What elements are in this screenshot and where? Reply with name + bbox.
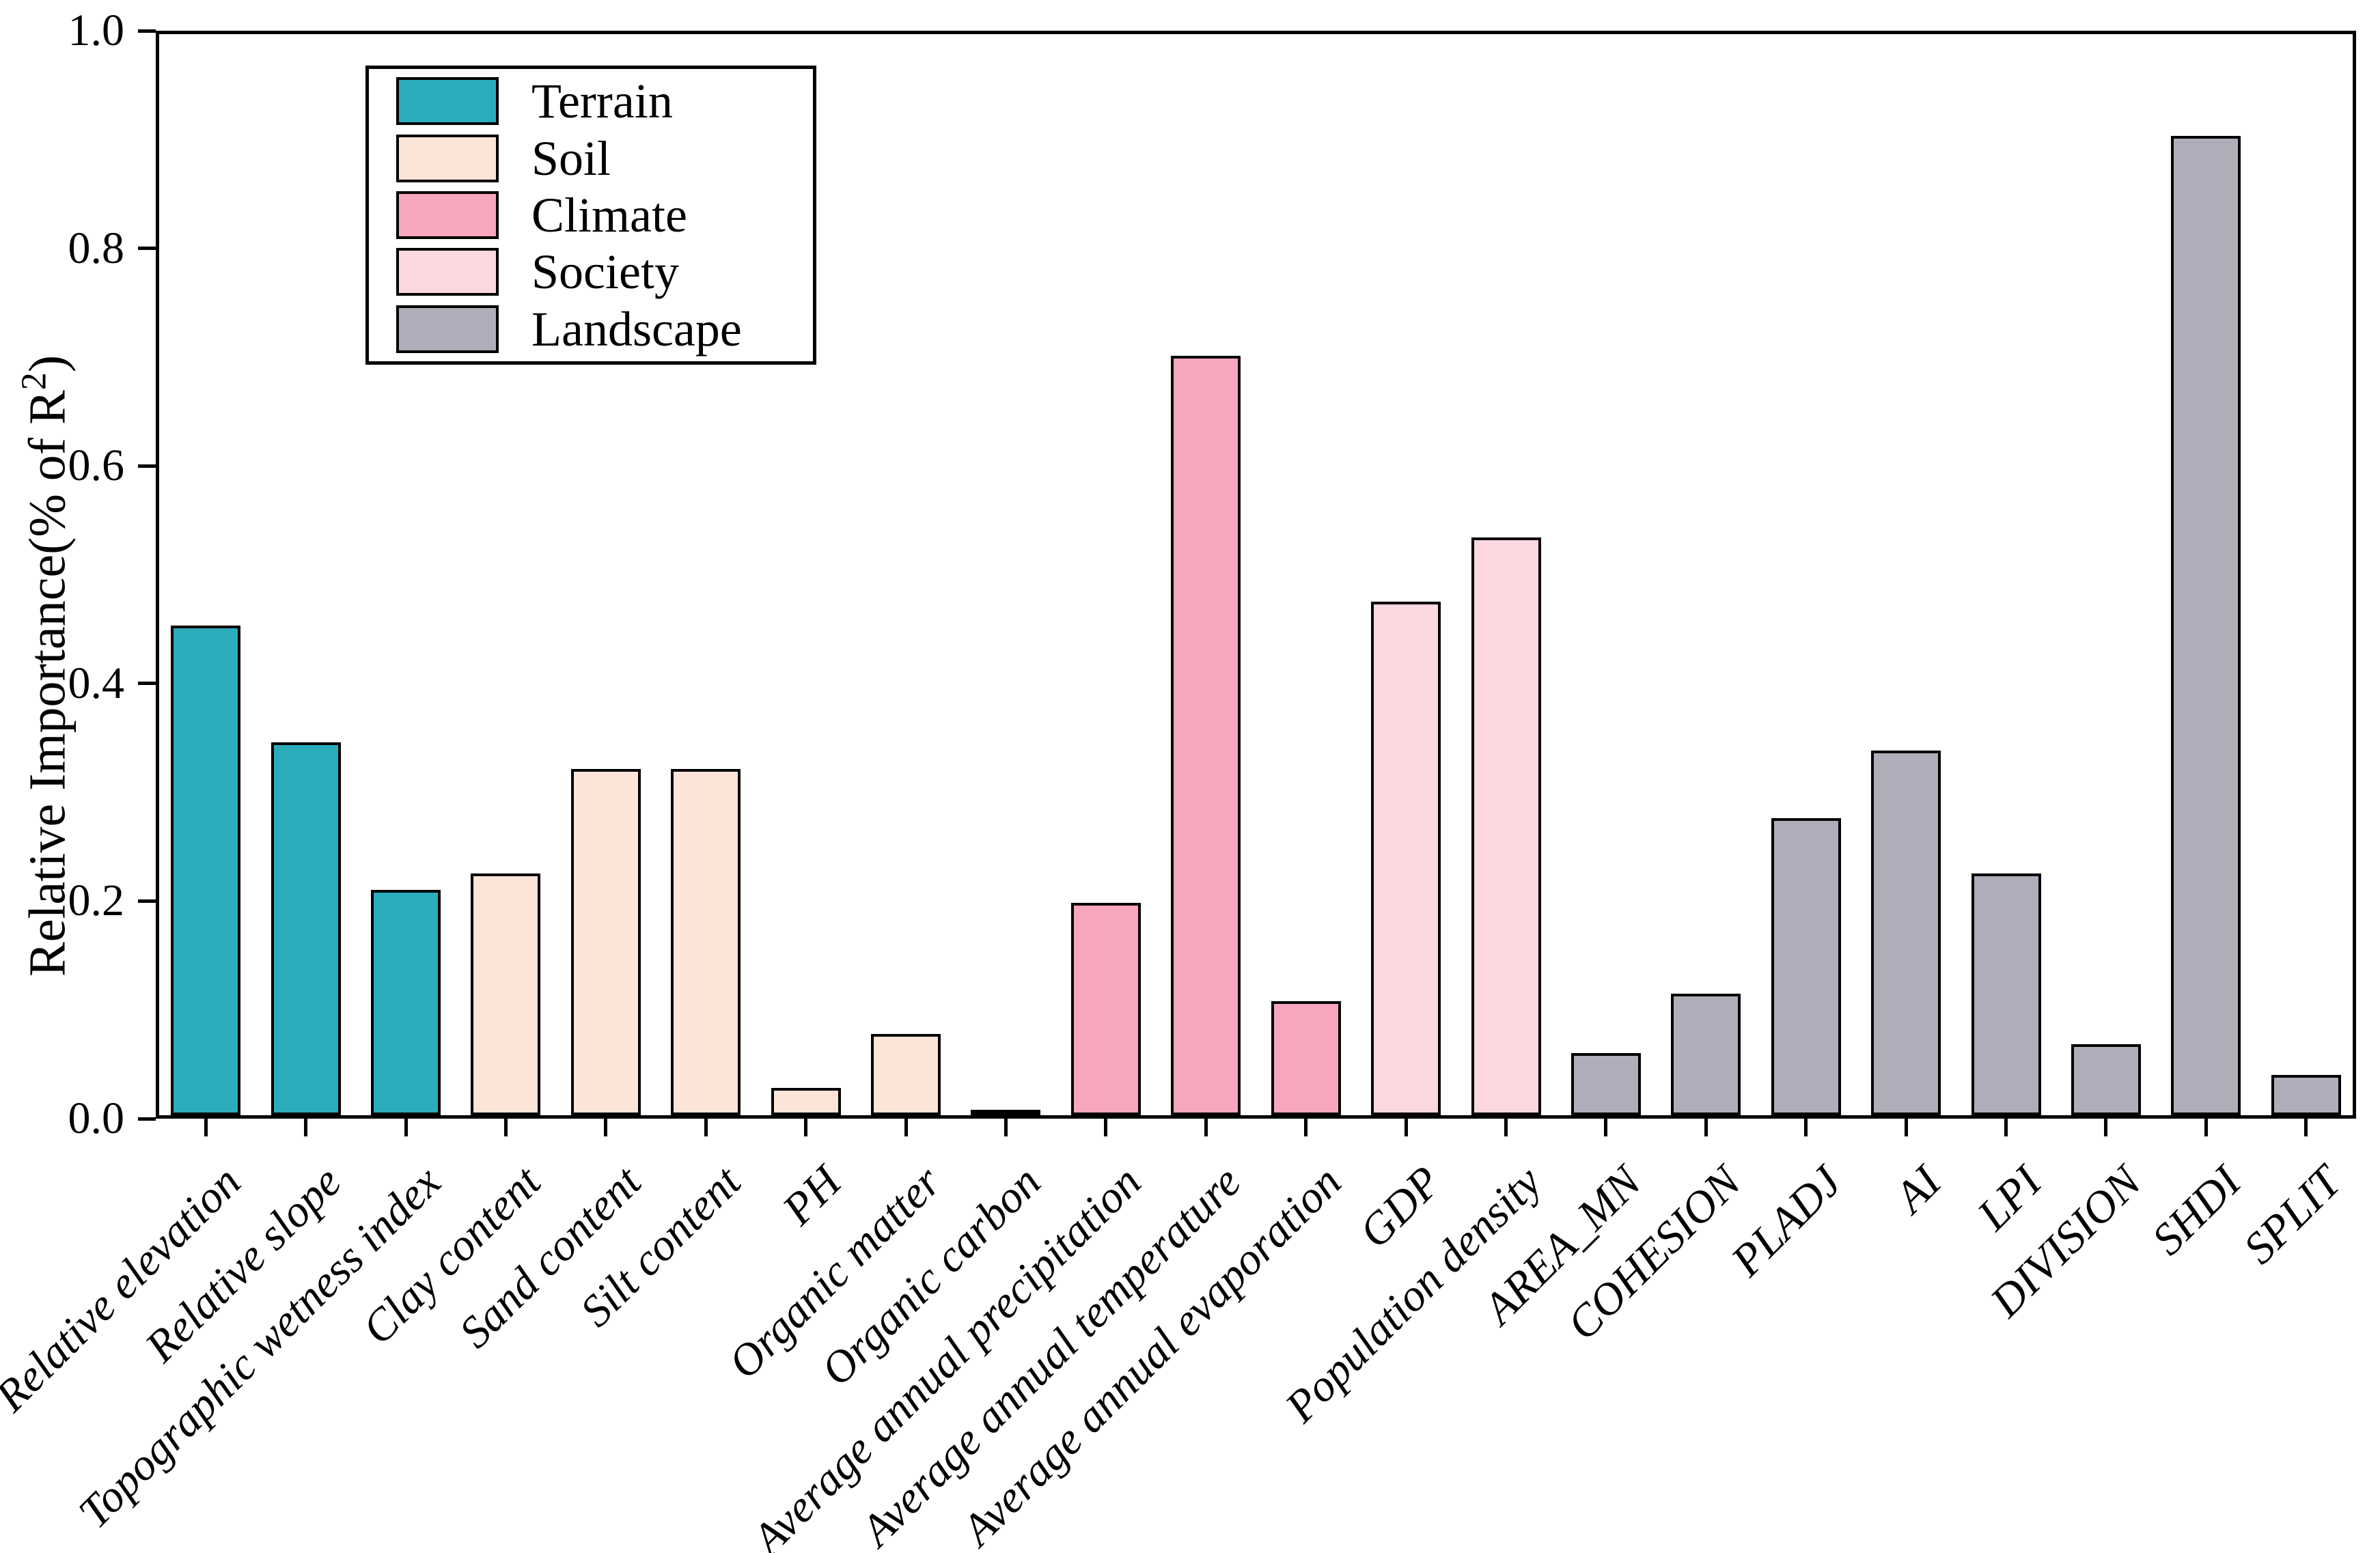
bar-silt-content xyxy=(671,769,741,1115)
x-label-lpi: LPI xyxy=(1967,1156,2051,1240)
bar-area-mn xyxy=(1570,1053,1641,1115)
bar-organic-carbon xyxy=(971,1110,1041,1115)
legend-label-society: Society xyxy=(531,244,679,300)
bar-split xyxy=(2271,1075,2341,1115)
bar-ph xyxy=(771,1088,841,1115)
y-tick-label-1: 0.2 xyxy=(68,876,125,926)
legend-swatch-soil xyxy=(396,134,499,182)
bar-organic-matter xyxy=(871,1034,941,1115)
bar-lpi xyxy=(1971,873,2041,1115)
x-tick-sand-content xyxy=(604,1119,608,1136)
legend-swatch-society xyxy=(396,248,499,296)
x-label-pladj: PLADJ xyxy=(1721,1156,1851,1286)
x-tick-area-mn xyxy=(1604,1119,1608,1136)
bar-topographic-wetness-index xyxy=(371,890,441,1115)
y-tick-3 xyxy=(138,464,156,468)
bar-cohesion xyxy=(1671,994,1741,1115)
legend-swatch-climate xyxy=(396,191,499,239)
x-tick-average-annual-precipitation xyxy=(1104,1119,1108,1136)
y-axis-title-superscript: 2 xyxy=(14,372,54,391)
legend-swatch-terrain xyxy=(396,77,499,126)
legend-label-landscape: Landscape xyxy=(531,301,742,356)
x-tick-pladj xyxy=(1804,1119,1808,1136)
x-tick-silt-content xyxy=(704,1119,708,1136)
bar-average-annual-precipitation xyxy=(1070,903,1141,1115)
y-tick-label-4: 0.8 xyxy=(68,223,125,273)
x-tick-lpi xyxy=(2004,1119,2008,1136)
x-tick-cohesion xyxy=(1704,1119,1708,1136)
bar-average-annual-evaporation xyxy=(1271,1001,1341,1115)
bar-gdp xyxy=(1371,602,1441,1115)
bar-division xyxy=(2071,1044,2141,1115)
y-tick-2 xyxy=(138,682,156,686)
y-tick-label-2: 0.4 xyxy=(68,658,125,708)
x-tick-relative-slope xyxy=(304,1119,308,1136)
x-tick-ph xyxy=(804,1119,808,1136)
x-tick-ai xyxy=(1904,1119,1908,1136)
legend-row-terrain: Terrain xyxy=(396,76,813,126)
x-tick-organic-matter xyxy=(904,1119,908,1136)
x-label-split: SPLIT xyxy=(2234,1156,2351,1274)
bar-population-density xyxy=(1471,537,1541,1115)
y-tick-label-0: 0.0 xyxy=(68,1093,125,1143)
legend-label-soil: Soil xyxy=(531,130,611,186)
bar-pladj xyxy=(1771,818,1841,1115)
x-tick-average-annual-temperature xyxy=(1204,1119,1208,1136)
bar-clay-content xyxy=(471,873,541,1115)
legend-row-landscape: Landscape xyxy=(396,305,813,354)
legend-label-terrain: Terrain xyxy=(531,74,673,129)
legend-row-society: Society xyxy=(396,247,813,296)
bar-sand-content xyxy=(570,769,641,1115)
plot-area xyxy=(156,31,2356,1119)
x-tick-relative-elevation xyxy=(204,1119,208,1136)
x-tick-split xyxy=(2304,1119,2308,1136)
bar-average-annual-temperature xyxy=(1171,356,1241,1115)
x-label-shdi: SHDI xyxy=(2142,1156,2251,1265)
bar-relative-slope xyxy=(271,742,341,1115)
bar-relative-elevation xyxy=(171,626,241,1115)
y-tick-1 xyxy=(138,899,156,903)
x-tick-shdi xyxy=(2204,1119,2208,1136)
y-tick-label-3: 0.6 xyxy=(68,440,125,491)
bar-ai xyxy=(1871,751,1941,1115)
x-tick-clay-content xyxy=(503,1119,508,1136)
legend-row-soil: Soil xyxy=(396,134,813,183)
y-tick-5 xyxy=(138,29,156,33)
x-tick-organic-carbon xyxy=(1004,1119,1008,1136)
y-axis-title-suffix: ) xyxy=(18,354,77,373)
x-tick-population-density xyxy=(1504,1119,1508,1136)
legend-label-climate: Climate xyxy=(531,187,687,242)
x-tick-topographic-wetness-index xyxy=(404,1119,408,1136)
x-tick-gdp xyxy=(1404,1119,1408,1136)
y-tick-0 xyxy=(138,1117,156,1121)
y-tick-label-5: 1.0 xyxy=(68,5,125,55)
legend-swatch-landscape xyxy=(396,305,499,353)
x-tick-division xyxy=(2104,1119,2108,1136)
x-label-ai: AI xyxy=(1885,1156,1951,1222)
bar-shdi xyxy=(2171,136,2241,1115)
x-tick-average-annual-evaporation xyxy=(1304,1119,1308,1136)
y-tick-4 xyxy=(138,247,156,251)
legend: Terrain Soil Climate Society Landscape xyxy=(365,66,816,365)
legend-row-climate: Climate xyxy=(396,191,813,240)
x-label-ph: PH xyxy=(773,1156,851,1235)
